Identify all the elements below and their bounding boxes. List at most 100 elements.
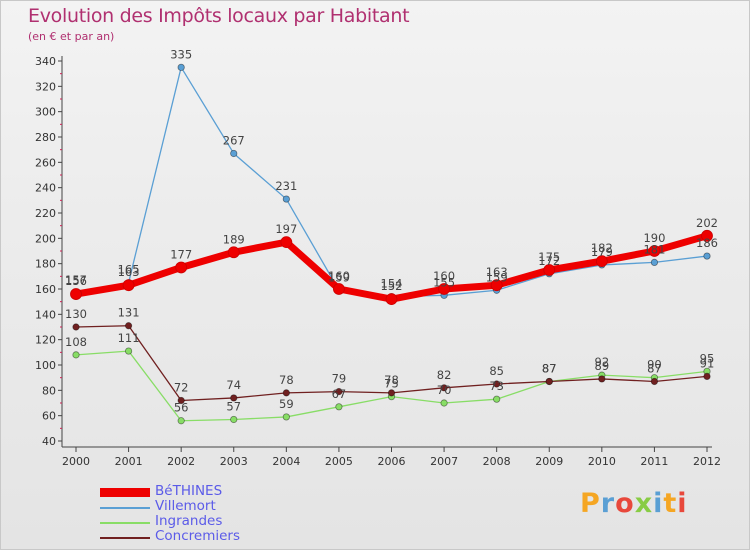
data-point-concremiers — [230, 394, 238, 402]
data-label-concremiers: 87 — [542, 361, 557, 375]
data-label-ingrandes: 73 — [489, 379, 504, 393]
data-point-ingrandes — [230, 415, 238, 424]
data-label-villemort: 165 — [118, 263, 140, 277]
data-point-bthines — [227, 246, 240, 259]
data-label-bthines: 163 — [486, 265, 508, 279]
data-label-concremiers: 82 — [437, 368, 452, 382]
data-point-ingrandes — [493, 395, 501, 403]
data-label-villemort: 159 — [486, 270, 508, 284]
data-point-ingrandes — [335, 403, 343, 411]
y-tick-label: 140 — [35, 308, 56, 321]
data-label-villemort: 159 — [328, 270, 350, 284]
data-label-bthines: 160 — [328, 269, 350, 283]
y-tick-label: 240 — [35, 182, 56, 195]
data-point-villemort — [650, 258, 659, 266]
data-label-ingrandes: 108 — [65, 335, 87, 349]
y-tick-label: 160 — [35, 283, 56, 296]
x-tick-label: 2010 — [588, 455, 616, 468]
logo-letter: P — [580, 488, 601, 519]
data-label-ingrandes: 75 — [384, 377, 399, 391]
y-tick-label: 80 — [42, 384, 56, 397]
data-point-ingrandes — [124, 347, 133, 355]
logo-letter: t — [663, 488, 678, 519]
data-label-bthines: 197 — [275, 222, 297, 236]
data-point-concremiers — [124, 322, 133, 330]
data-point-bthines — [175, 261, 188, 274]
data-label-concremiers: 87 — [647, 361, 662, 375]
y-tick-label: 120 — [35, 334, 56, 347]
y-tick-label: 280 — [35, 131, 56, 144]
legend-swatch-concremiers — [100, 537, 150, 539]
data-point-villemort — [177, 63, 185, 71]
data-label-bthines: 202 — [696, 216, 718, 230]
legend-swatch-ingrandes — [100, 522, 150, 524]
data-point-bthines — [648, 245, 661, 257]
legend-item-ingrandes: Ingrandes — [100, 513, 300, 531]
data-point-concremiers — [650, 377, 659, 386]
data-label-villemort: 154 — [381, 277, 403, 291]
data-point-concremiers — [440, 384, 448, 392]
y-tick-label: 220 — [35, 207, 56, 220]
data-label-bthines: 177 — [170, 247, 192, 261]
data-point-concremiers — [282, 389, 290, 397]
data-point-villemort — [282, 195, 290, 203]
x-tick-label: 2012 — [693, 455, 721, 468]
data-label-villemort: 157 — [65, 273, 87, 287]
legend-item-bethines: BéTHINES — [100, 483, 300, 501]
x-tick-label: 2003 — [220, 455, 248, 468]
data-point-concremiers — [493, 380, 501, 388]
data-label-ingrandes: 87 — [542, 361, 557, 375]
legend-label-concremiers: Concremiers — [155, 528, 241, 544]
y-tick-label: 260 — [35, 156, 56, 169]
x-tick-label: 2005 — [325, 455, 353, 468]
data-label-ingrandes: 56 — [174, 401, 189, 415]
data-point-concremiers — [387, 389, 396, 397]
data-label-concremiers: 131 — [118, 306, 140, 320]
data-point-concremiers — [598, 375, 606, 383]
logo-letter: i — [653, 488, 664, 519]
y-tick-label: 40 — [42, 435, 56, 448]
data-label-concremiers: 72 — [174, 380, 189, 394]
y-tick-label: 320 — [35, 80, 56, 93]
data-label-concremiers: 74 — [226, 378, 241, 392]
data-label-villemort: 179 — [591, 245, 613, 259]
data-label-concremiers: 130 — [65, 307, 87, 321]
data-point-bthines — [490, 279, 503, 292]
data-label-ingrandes: 92 — [595, 355, 610, 369]
data-label-concremiers: 79 — [332, 372, 347, 386]
x-tick-label: 2000 — [62, 455, 90, 468]
data-label-villemort: 155 — [433, 275, 455, 289]
logo-letter: o — [615, 488, 635, 519]
data-point-ingrandes — [177, 417, 185, 425]
data-label-ingrandes: 59 — [279, 397, 294, 411]
data-point-villemort — [230, 149, 238, 158]
data-point-concremiers — [545, 377, 553, 386]
data-label-ingrandes: 70 — [437, 383, 452, 397]
data-label-villemort: 181 — [643, 242, 665, 256]
y-tick-label: 200 — [35, 232, 56, 245]
logo-letter: x — [634, 488, 654, 519]
data-point-bthines — [438, 283, 450, 295]
y-tick-label: 100 — [35, 359, 56, 372]
data-label-concremiers: 85 — [489, 364, 504, 378]
data-point-concremiers — [72, 323, 80, 331]
y-tick-label: 180 — [35, 258, 56, 271]
x-tick-label: 2009 — [535, 455, 563, 468]
proxiti-logo: Proxiti — [580, 488, 688, 519]
data-point-villemort — [703, 252, 711, 260]
data-point-concremiers — [703, 372, 711, 380]
data-label-villemort: 172 — [538, 254, 560, 268]
data-point-bthines — [70, 288, 82, 300]
x-tick-label: 2004 — [272, 455, 300, 468]
data-label-villemort: 186 — [696, 236, 718, 250]
data-label-ingrandes: 95 — [700, 351, 715, 365]
logo-letter: r — [600, 488, 616, 519]
x-tick-label: 2006 — [378, 455, 406, 468]
data-point-bthines — [385, 293, 398, 306]
data-label-bthines: 182 — [591, 241, 613, 255]
y-tick-label: 300 — [35, 106, 56, 119]
x-tick-label: 2011 — [640, 455, 668, 468]
x-tick-label: 2002 — [167, 455, 195, 468]
data-label-villemort: 335 — [170, 47, 192, 61]
